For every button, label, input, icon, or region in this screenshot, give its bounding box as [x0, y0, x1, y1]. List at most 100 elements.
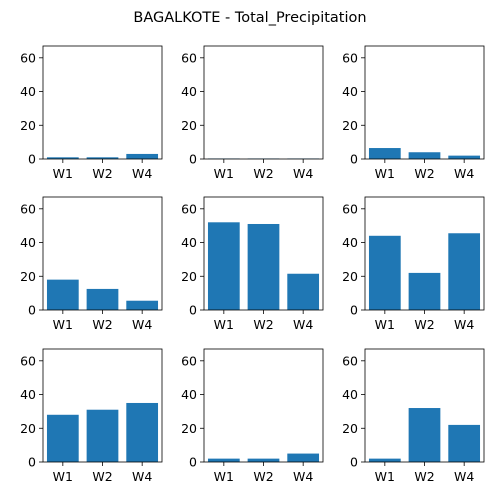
y-tick-label: 40	[342, 84, 358, 99]
x-tick-label: W4	[454, 166, 474, 181]
bar	[247, 223, 280, 310]
x-tick-label: W4	[293, 317, 313, 332]
subplot-6: W1 W2 W4 0 20 40 60	[342, 196, 485, 332]
x-tick-label: W4	[293, 166, 313, 181]
axes-frame	[203, 196, 324, 311]
bar	[207, 222, 240, 310]
y-tick-label: 40	[20, 235, 36, 250]
y-tick-label: 20	[181, 118, 197, 133]
bar	[368, 148, 401, 159]
y-tick-label: 60	[181, 50, 197, 65]
y-tick-label: 20	[181, 421, 197, 436]
y-tick-label: 40	[181, 84, 197, 99]
bar	[368, 235, 401, 310]
subplot-8: W1 W2 W4 0 20 40 60	[181, 348, 324, 484]
y-tick-label: 40	[20, 84, 36, 99]
axes-frame	[42, 348, 163, 463]
bar	[247, 458, 280, 462]
y-tick-label: 20	[20, 118, 36, 133]
x-tick-label: W1	[375, 166, 395, 181]
axes-frame	[364, 348, 485, 463]
y-tick-label: 60	[342, 50, 358, 65]
axes-frame	[203, 45, 324, 160]
x-tick-label: W2	[253, 166, 273, 181]
bar	[408, 408, 441, 462]
axes-frame	[42, 45, 163, 160]
bar	[448, 155, 481, 159]
y-tick-label: 60	[20, 201, 36, 216]
y-tick-label: 0	[28, 303, 36, 318]
y-tick-label: 60	[342, 201, 358, 216]
y-tick-label: 0	[350, 455, 358, 470]
x-tick-label: W1	[53, 166, 73, 181]
x-tick-label: W2	[92, 317, 112, 332]
bar	[287, 453, 320, 462]
subplot-3: W1 W2 W4 0 20 40 60	[342, 45, 485, 181]
bar	[86, 409, 119, 462]
bar	[287, 273, 320, 310]
axes-frame	[42, 196, 163, 311]
y-tick-label: 20	[181, 269, 197, 284]
x-tick-label: W2	[414, 469, 434, 484]
bar	[368, 458, 401, 462]
y-tick-label: 40	[181, 387, 197, 402]
bar	[46, 414, 79, 462]
bar	[126, 153, 159, 159]
y-tick-label: 40	[181, 235, 197, 250]
y-tick-label: 40	[342, 387, 358, 402]
x-tick-label: W4	[132, 317, 152, 332]
subplot-2: W1 W2 W4 0 20 40 60	[181, 45, 324, 181]
y-tick-label: 60	[181, 353, 197, 368]
x-tick-label: W1	[375, 469, 395, 484]
y-tick-label: 20	[20, 269, 36, 284]
y-tick-label: 0	[189, 455, 197, 470]
y-tick-label: 0	[350, 152, 358, 167]
axes-frame	[364, 196, 485, 311]
bar	[448, 424, 481, 462]
y-tick-label: 40	[20, 387, 36, 402]
bar	[408, 272, 441, 310]
x-tick-label: W4	[454, 469, 474, 484]
y-tick-label: 0	[189, 152, 197, 167]
subplot-1: W1 W2 W4 0 20 40 60	[20, 45, 163, 181]
bar	[408, 152, 441, 159]
y-tick-label: 0	[28, 455, 36, 470]
x-tick-label: W1	[375, 317, 395, 332]
y-tick-label: 60	[342, 353, 358, 368]
y-tick-label: 20	[342, 118, 358, 133]
bar	[448, 233, 481, 310]
x-tick-label: W2	[414, 166, 434, 181]
axes-frame	[203, 348, 324, 463]
y-tick-label: 0	[189, 303, 197, 318]
x-tick-label: W1	[53, 317, 73, 332]
subplot-4: W1 W2 W4 0 20 40 60	[20, 196, 163, 332]
x-tick-label: W4	[132, 166, 152, 181]
x-tick-label: W1	[214, 317, 234, 332]
y-tick-label: 0	[28, 152, 36, 167]
x-tick-label: W2	[253, 317, 273, 332]
x-tick-label: W4	[132, 469, 152, 484]
y-tick-label: 60	[20, 50, 36, 65]
figure-title: BAGALKOTE - Total_Precipitation	[133, 10, 366, 26]
y-tick-label: 20	[342, 421, 358, 436]
y-tick-label: 20	[20, 421, 36, 436]
axes-frame	[364, 45, 485, 160]
y-tick-label: 20	[342, 269, 358, 284]
x-tick-label: W2	[92, 469, 112, 484]
x-tick-label: W1	[214, 166, 234, 181]
x-tick-label: W2	[92, 166, 112, 181]
bar	[86, 288, 119, 310]
bar	[46, 279, 79, 310]
bar	[126, 402, 159, 462]
x-tick-label: W1	[214, 469, 234, 484]
y-tick-label: 60	[20, 353, 36, 368]
subplot-7: W1 W2 W4 0 20 40 60	[20, 348, 163, 484]
x-tick-label: W1	[53, 469, 73, 484]
x-tick-label: W2	[253, 469, 273, 484]
y-tick-label: 60	[181, 201, 197, 216]
bar	[126, 300, 159, 310]
bar	[86, 157, 119, 159]
bar	[207, 458, 240, 462]
x-tick-label: W4	[454, 317, 474, 332]
